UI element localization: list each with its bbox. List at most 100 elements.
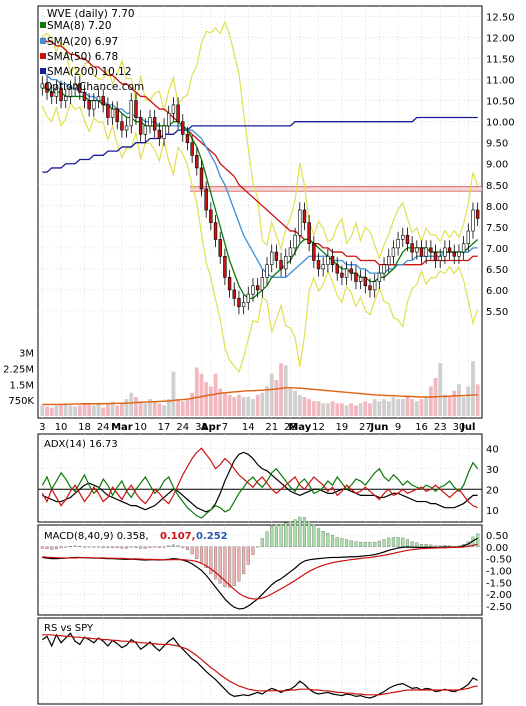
x-tick-label: 18 [78,422,91,433]
resistance-band [190,186,482,192]
price-legend: WVE (daily) 7.70 SMA(8) 7.20 SMA(20) 6.9… [40,8,144,93]
legend-swatch-sma20 [40,38,46,44]
volume-bar [162,405,166,416]
candle-body [330,255,335,265]
macd-histogram-bar [293,519,297,547]
candle-body [171,104,176,114]
candle-body [92,100,96,110]
macd-histogram-bar [92,546,96,548]
volume-bar [442,394,447,416]
candle-body [45,83,49,93]
macd-histogram-bar [82,546,87,548]
macd-histogram-bar [129,546,133,548]
macd-histogram-bar [288,521,292,547]
macd-histogram-bar [171,544,175,547]
macd-histogram-bar [199,546,204,563]
macd-histogram-bar [223,546,227,588]
volume-bar [400,399,405,416]
candle-body [326,255,330,265]
price-panel-frame [37,5,483,419]
macd-histogram-bar [340,538,344,547]
candle-body [134,100,138,118]
candle-body [260,277,265,291]
candle-body [382,264,386,274]
candle-body [447,247,452,253]
x-tick-label: 14 [242,422,255,433]
volume-bar [222,392,227,416]
candle-body [176,104,180,122]
macd-histogram-bar [78,546,82,547]
volume-bar [457,384,461,416]
macd-histogram-bar [363,541,367,547]
candle-body [185,133,190,144]
macd-signal-value: 0.107, [160,531,195,542]
volume-bar [297,394,302,416]
candle-body [471,209,475,232]
candle-body [461,243,466,253]
volume-bar [405,397,410,416]
macd-histogram-bar [195,546,199,559]
candle-body [148,117,152,127]
volume-bar [475,384,480,416]
price-tick-label: 7.00 [486,244,508,255]
price-tick-label: 11.50 [486,55,515,66]
volume-bar [335,403,340,416]
macd-histogram-bar [396,537,400,547]
watermark: OptionChance.com [44,81,144,93]
macd-histogram-bar [368,541,372,547]
macd-histogram-bar [256,546,260,548]
volume-bar [344,405,349,416]
macd-histogram-bar [265,531,269,547]
macd-histogram-bar [68,546,72,547]
macd-tick-label: -1.00 [486,567,512,578]
macd-histogram-bar [181,546,185,548]
macd-histogram-bar [139,546,143,549]
macd-histogram-bar [405,539,410,547]
candle-body [106,104,110,118]
candle-body [223,255,227,278]
macd-histogram-bar [45,546,49,550]
candle-body [209,209,213,223]
candle-body [96,96,101,101]
candle-body [433,251,438,261]
volume-bar [447,397,452,416]
candle-body [87,100,91,110]
rs-legend: RS vs SPY [44,623,94,634]
legend-sma8: SMA(8) 7.20 [47,20,112,32]
candle-body [269,251,274,265]
candle-body [452,251,456,257]
volume-bar [363,401,368,416]
candle-body [120,121,124,131]
volume-bar [129,392,134,416]
price-tick-label: 12.00 [486,34,515,45]
macd-histogram-bar [96,546,101,548]
candle-body [124,125,129,131]
macd-histogram-bar [125,546,129,549]
candle-body [101,96,105,106]
x-tick-label: 7 [222,422,228,433]
candle-body [190,142,194,156]
volume-bar [307,399,312,416]
macd-histogram-bar [64,546,68,548]
macd-histogram-bar [302,517,307,547]
x-tick-label: 24 [97,422,110,433]
volume-bar [419,399,424,416]
chart-title: WVE (daily) 7.70 [47,8,135,20]
macd-histogram-bar [251,546,255,555]
grid-layer [38,6,482,704]
candle-body [372,281,377,291]
volume-bar [110,401,115,416]
volume-bar [171,371,176,416]
candle-body [443,247,447,257]
x-tick-label: 24 [176,422,189,433]
rs-series-line [42,632,478,699]
macd-histogram-bar [345,539,349,547]
macd-histogram-bar [157,546,161,548]
volume-bar [77,405,82,416]
candle-body [232,289,236,299]
macd-histogram-bar [354,541,358,547]
price-tick-label: 9.00 [486,160,508,171]
volume-bar [471,361,475,416]
candle-body [387,255,391,265]
